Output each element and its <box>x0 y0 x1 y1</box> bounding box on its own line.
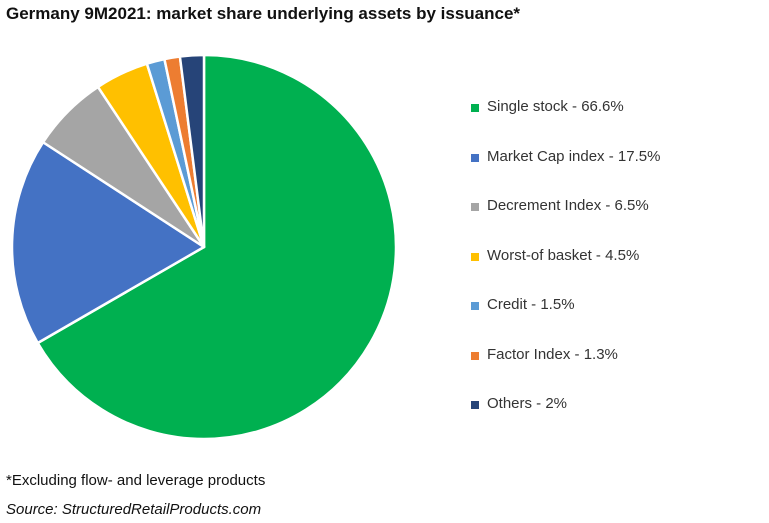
legend-item: Credit - 1.5% <box>471 296 761 346</box>
legend-label: Market Cap index - 17.5% <box>487 147 661 165</box>
legend-swatch <box>471 351 479 360</box>
legend-swatch <box>471 252 479 261</box>
legend-swatch <box>471 302 479 310</box>
legend-label: Worst-of basket - 4.5% <box>487 246 640 264</box>
legend-label: Factor Index - 1.3% <box>487 345 618 363</box>
legend-label: Others - 2% <box>487 395 568 412</box>
legend-swatch <box>471 401 479 409</box>
pie-slice-single-stock <box>36 53 398 441</box>
legend: Single stock - 66.6% Market Cap index - … <box>471 98 761 445</box>
source-note: Source: StructuredRetailProducts.com <box>6 501 262 518</box>
legend-item: Worst-of basket - 4.5% <box>471 247 761 297</box>
footnote: *Excluding flow- and leverage products <box>6 472 266 489</box>
legend-item: Single stock - 66.6% <box>471 98 761 148</box>
legend-item: Decrement Index - 6.5% <box>471 197 761 247</box>
legend-label: Single stock - 66.6% <box>487 98 624 115</box>
chart-title: Germany 9M2021: market share underlying … <box>6 4 521 23</box>
legend-item: Others - 2% <box>471 395 761 445</box>
legend-swatch <box>471 153 479 162</box>
legend-label: Decrement Index - 6.5% <box>487 197 649 214</box>
legend-item: Market Cap index - 17.5% <box>471 148 761 198</box>
pie-slice-market-cap-index <box>10 141 206 345</box>
legend-item: Factor Index - 1.3% <box>471 346 761 396</box>
pie-slice-others <box>178 53 206 249</box>
pie-chart <box>10 53 398 441</box>
legend-swatch <box>471 104 479 112</box>
legend-label: Credit - 1.5% <box>487 296 575 313</box>
legend-swatch <box>471 203 479 211</box>
